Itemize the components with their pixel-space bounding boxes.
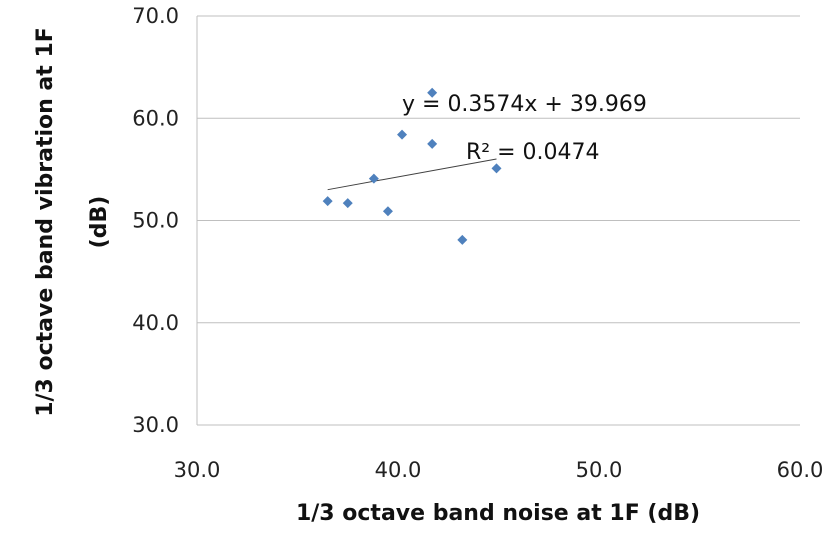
trendline xyxy=(327,158,497,191)
y-tick-label: 30.0 xyxy=(132,413,179,437)
data-point xyxy=(427,138,438,149)
data-point xyxy=(368,173,379,184)
data-point xyxy=(397,129,408,140)
y-tick-label: 60.0 xyxy=(132,106,179,130)
y-axis-title: 1/3 octave band vibration at 1F (dB) xyxy=(33,27,112,417)
data-point xyxy=(457,234,468,245)
x-axis-title: 1/3 octave band noise at 1F (dB) xyxy=(296,501,700,526)
y-tick-labels: 30.0 40.0 50.0 60.0 70.0 xyxy=(132,4,179,437)
y-axis-title-line1: 1/3 octave band vibration at 1F xyxy=(33,27,58,417)
x-tick-labels: 30.0 40.0 50.0 60.0 xyxy=(174,458,824,482)
trendline-r-squared: R² = 0.0474 xyxy=(466,140,600,165)
x-tick-label: 40.0 xyxy=(375,458,422,482)
data-point xyxy=(491,163,502,174)
x-tick-label: 60.0 xyxy=(777,458,824,482)
y-tick-label: 70.0 xyxy=(132,4,179,28)
data-point xyxy=(382,206,393,217)
trendline-equation: y = 0.3574x + 39.969 xyxy=(402,92,647,117)
data-point xyxy=(427,87,438,98)
y-axis-title-line2: (dB) xyxy=(87,196,112,249)
x-tick-label: 30.0 xyxy=(174,458,221,482)
data-point xyxy=(342,198,353,209)
x-tick-label: 50.0 xyxy=(576,458,623,482)
gridlines xyxy=(197,15,800,426)
y-tick-label: 50.0 xyxy=(132,209,179,233)
data-points xyxy=(322,87,502,245)
data-point xyxy=(322,196,333,207)
y-tick-label: 40.0 xyxy=(132,311,179,335)
